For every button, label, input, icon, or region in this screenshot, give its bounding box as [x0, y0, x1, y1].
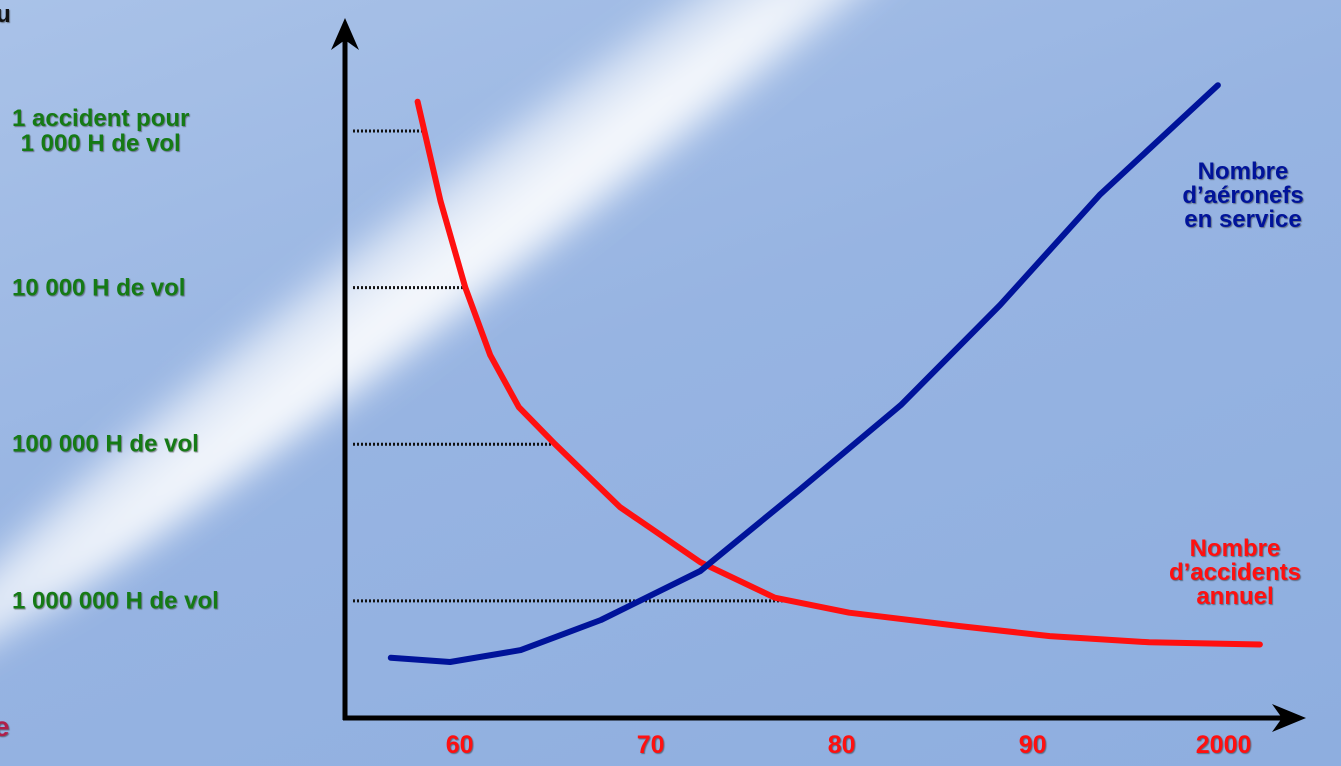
series-line — [391, 85, 1218, 662]
x-tick-label: 60 — [446, 732, 474, 758]
x-tick-label: 2000 — [1196, 732, 1252, 758]
x-tick-label: 90 — [1019, 732, 1047, 758]
series-label: Nombre d’aéronefs en service — [1182, 160, 1303, 232]
x-tick-label: 70 — [637, 732, 665, 758]
slide: u e (() => { const data = JSON.parse(doc… — [0, 0, 1341, 766]
clipped-text: e — [0, 712, 10, 741]
y-tick-label: 1 000 000 H de vol — [12, 588, 219, 613]
y-tick-label: 10 000 H de vol — [12, 275, 185, 300]
clipped-text: u — [0, 2, 11, 27]
y-tick-label: 1 accident pour 1 000 H de vol — [12, 106, 189, 156]
y-tick-label: 100 000 H de vol — [12, 432, 199, 457]
chart — [0, 0, 1341, 766]
series-line — [418, 102, 1260, 645]
series-label: Nombre d’accidents annuel — [1169, 537, 1301, 609]
x-tick-label: 80 — [828, 732, 856, 758]
